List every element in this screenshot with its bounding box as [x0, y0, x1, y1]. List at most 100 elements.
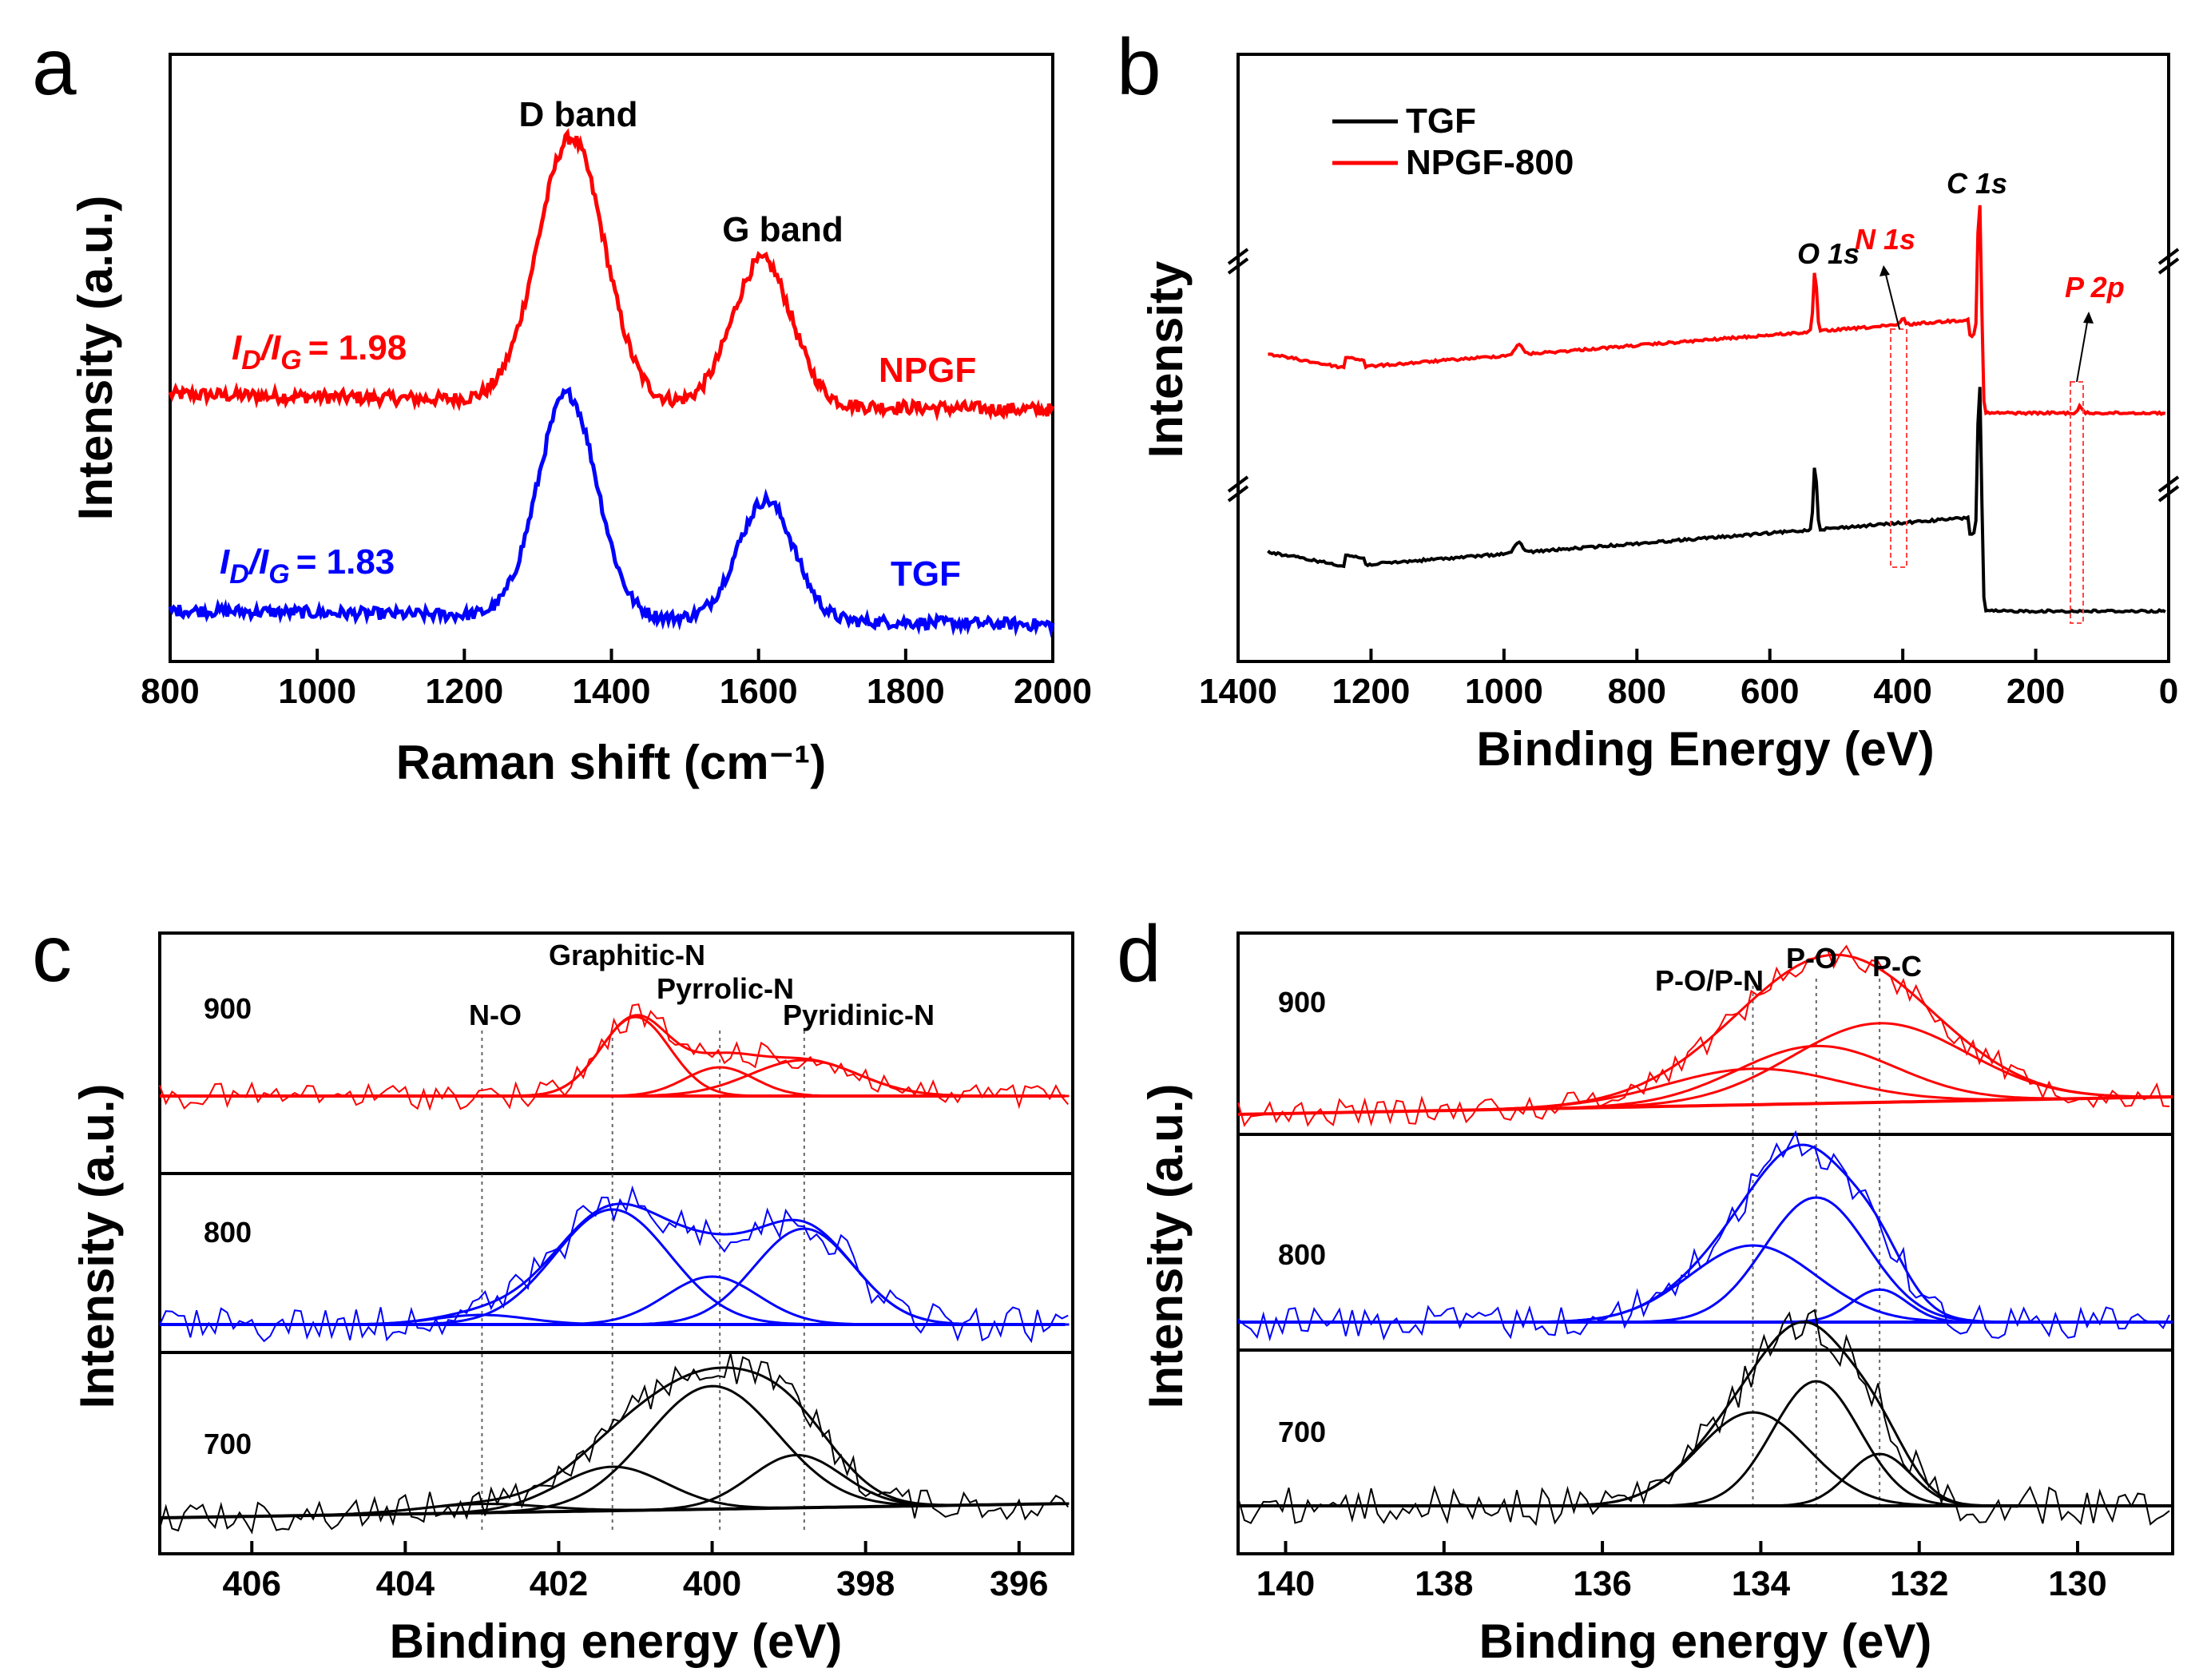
peak-label-c1s: C 1s	[1947, 167, 2007, 200]
ratio-d-sub: D	[241, 345, 261, 375]
panel-c: c 406 404 402 400 398 396 Binding energy (eV)…	[32, 909, 1074, 1668]
b-tick-label-400: 400	[1873, 672, 1931, 711]
d-component-800-1	[1238, 1196, 2169, 1324]
spectra-d	[1237, 944, 2173, 1527]
d-band-label: D band	[518, 95, 637, 134]
subpanel-label-d-900: 900	[1278, 986, 1326, 1019]
npgf-series-label: NPGF	[879, 351, 976, 390]
n1s-highlight-box	[1890, 328, 1907, 568]
c-envelope-900	[160, 1014, 1070, 1098]
g-band-label: G band	[722, 210, 843, 249]
subpanel-label-c-800: 800	[204, 1216, 252, 1249]
component-label-pyridinic-n: Pyridinic-N	[783, 999, 935, 1031]
ratio-d-sub: D	[229, 559, 249, 590]
x-axis-d: 140 138 136 134 132 130	[1256, 1541, 2107, 1603]
ratio-ig: I	[259, 542, 269, 582]
component-label-po-pn: P-O/P-N	[1655, 964, 1764, 997]
panel-letter-d: d	[1117, 909, 1161, 999]
a-tick-label-1600: 1600	[720, 672, 798, 711]
survey-tgf	[1267, 387, 2166, 614]
panel-letter-c: c	[32, 909, 72, 999]
d-component-700-0	[1238, 1411, 2169, 1507]
d-raw-800	[1237, 1130, 2170, 1342]
d-subpanel-900	[1237, 944, 2173, 1127]
component-label-pc: P-C	[1872, 950, 1922, 983]
b-tick-label-1200: 1200	[1332, 672, 1410, 711]
c-component-800-2	[160, 1275, 1070, 1326]
d-subpanel-700	[1237, 1309, 2173, 1527]
a-tick-label-800: 800	[141, 672, 199, 711]
b-tick-label-800: 800	[1608, 672, 1666, 711]
component-label-n-o: N-O	[469, 999, 522, 1031]
panel-b: b 1400 1200 1000 800 600 400 200 0 Binding Ener…	[1117, 22, 2180, 776]
spectra-b	[1267, 205, 2166, 614]
x-axis-title-d: Binding energy (eV)	[1479, 1614, 1932, 1668]
axis-break-marks	[1227, 248, 2180, 502]
d-tick-label-132: 132	[1890, 1564, 1948, 1603]
y-axis-title-c: Intensity (a.u.)	[70, 1084, 124, 1409]
ratio-g-sub: G	[268, 559, 289, 590]
c-component-700-2	[159, 1384, 1070, 1519]
panel-letter-a: a	[32, 22, 77, 112]
npgf-ratio-label: ID/IG = 1.98	[232, 328, 407, 375]
component-guides-d	[1752, 979, 1881, 1510]
c-subpanel-700	[159, 1352, 1070, 1535]
ratio-id: I	[220, 542, 230, 582]
b-tick-label-600: 600	[1741, 672, 1799, 711]
c-envelope-700	[159, 1366, 1070, 1519]
d-tick-label-134: 134	[1732, 1564, 1791, 1603]
c-subpanel-900	[159, 1003, 1070, 1111]
a-tick-label-2000: 2000	[1014, 672, 1092, 711]
spectra-a	[168, 128, 1055, 638]
d-component-900-0	[1237, 1067, 2169, 1116]
n1s-arrow	[1884, 271, 1900, 330]
peak-label-p2p: P 2p	[2065, 271, 2125, 304]
d-tick-label-138: 138	[1415, 1564, 1473, 1603]
survey-npgf-800	[1268, 205, 2166, 417]
x-axis-b: 1400 1200 1000 800 600 400 200 0	[1199, 649, 2178, 711]
b-tick-label-0: 0	[2159, 672, 2178, 711]
a-tick-label-1800: 1800	[867, 672, 945, 711]
y-axis-title-b: Intensity	[1139, 260, 1193, 458]
subpanel-label-c-900: 900	[204, 992, 252, 1025]
spectra-c	[159, 1003, 1070, 1535]
plot-frame-b	[1236, 53, 2170, 663]
peak-label-n1s: N 1s	[1855, 223, 1915, 256]
component-label-po: P-O	[1786, 942, 1837, 975]
ratio-id: I	[232, 328, 242, 367]
d-raw-700	[1237, 1309, 2170, 1527]
d-subpanel-800	[1237, 1130, 2173, 1342]
component-label-pyrrolic-n: Pyrrolic-N	[657, 972, 794, 1005]
tgf-ratio-label: ID/IG = 1.83	[220, 542, 395, 590]
y-axis-title-d: Intensity (a.u.)	[1139, 1084, 1193, 1409]
y-axis-title-a: Intensity (a.u.)	[69, 196, 122, 521]
panel-d: d 140 138 136 134 132 130 Binding energy (eV)…	[1117, 909, 2174, 1668]
peak-label-o1s: O 1s	[1797, 237, 1860, 270]
a-tick-label-1400: 1400	[573, 672, 651, 711]
d-tick-label-136: 136	[1573, 1564, 1631, 1603]
c-tick-label-404: 404	[376, 1564, 435, 1603]
npgf-ratio-value: = 1.98	[308, 328, 407, 367]
d-envelope-800	[1238, 1143, 2169, 1324]
c-tick-label-406: 406	[223, 1564, 281, 1603]
ratio-g-sub: G	[280, 345, 301, 375]
c-tick-label-396: 396	[990, 1564, 1048, 1603]
x-axis-title-a: Raman shift (cm⁻¹)	[396, 736, 826, 789]
b-tick-label-1400: 1400	[1199, 672, 1277, 711]
c-tick-label-400: 400	[683, 1564, 741, 1603]
c-tick-label-402: 402	[530, 1564, 588, 1603]
legend-label-tgf: TGF	[1406, 101, 1476, 141]
p2p-highlight-box	[2070, 381, 2084, 624]
c-component-900-2	[160, 1058, 1070, 1098]
a-tick-label-1200: 1200	[425, 672, 503, 711]
subpanel-label-d-700: 700	[1278, 1416, 1326, 1448]
spectrum-tgf	[168, 386, 1055, 638]
legend-label-npgf: NPGF-800	[1406, 143, 1574, 182]
ratio-ig: I	[271, 328, 281, 367]
spectrum-npgf	[168, 128, 1055, 422]
subpanel-label-d-800: 800	[1278, 1238, 1326, 1271]
d-envelope-700	[1238, 1321, 2169, 1507]
n1s-arrowhead	[1879, 265, 1890, 276]
tgf-series-label: TGF	[891, 554, 961, 594]
